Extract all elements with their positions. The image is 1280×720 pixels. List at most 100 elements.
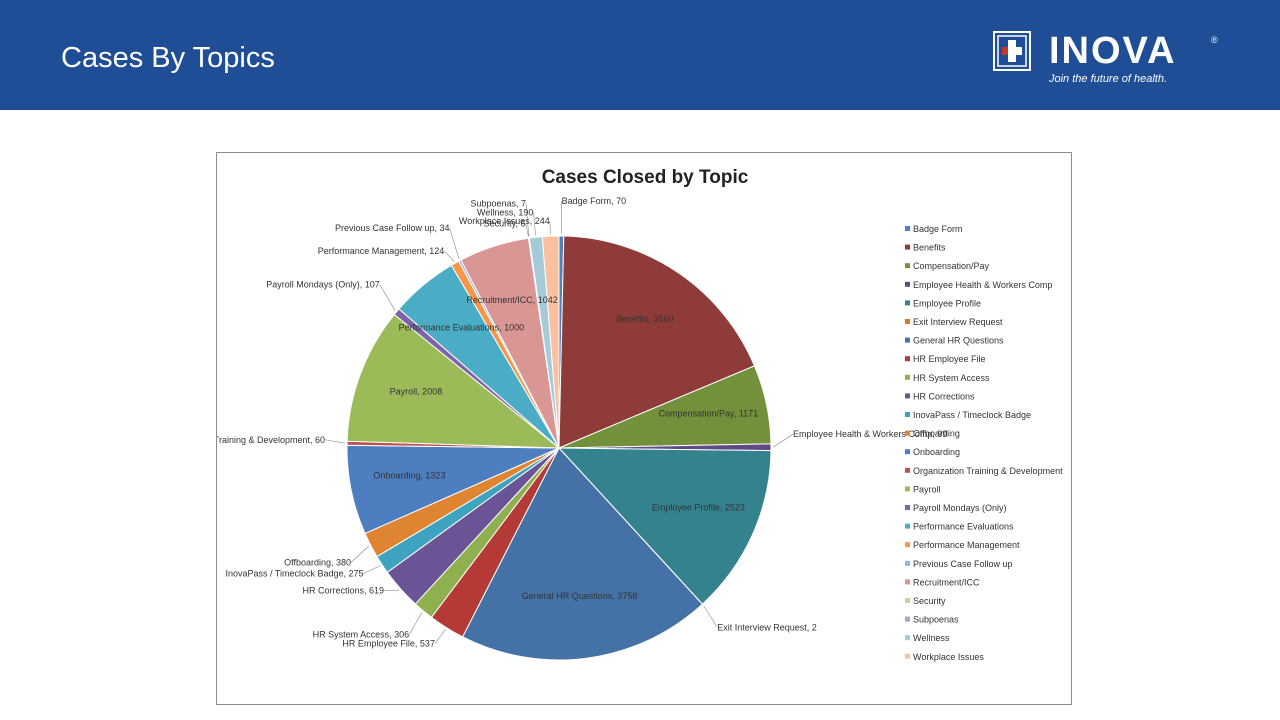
legend-entry-workplace-issues: Workplace Issues	[913, 652, 984, 662]
data-label-onboarding: Onboarding, 1323	[373, 470, 445, 480]
leader-line-performance-management	[444, 250, 455, 262]
registered-mark-icon: ®	[1211, 35, 1218, 45]
legend-entry-performance-management: Performance Management	[913, 540, 1020, 550]
data-label-hr-corrections: HR Corrections, 619	[303, 585, 385, 595]
legend-entry-offboarding: Offboarding	[913, 429, 960, 439]
legend-swatch-subpoenas	[905, 616, 910, 622]
legend-entry-badge-form: Badge Form	[913, 224, 963, 234]
data-labels: Badge Form, 70 Benefits, 3560 Compensation…	[217, 196, 947, 648]
legend-entry-wellness: Wellness	[913, 633, 950, 643]
legend-entry-subpoenas: Subpoenas	[913, 615, 959, 625]
data-label-hr-employee-file: HR Employee File, 537	[342, 638, 435, 648]
slide-title: Cases By Topics	[61, 42, 275, 74]
legend-swatch-hr-employee-file	[905, 356, 910, 362]
legend-swatch-general-hr-questions	[905, 337, 910, 343]
legend-entry-inovapass-timeclock-badge: InovaPass / Timeclock Badge	[913, 410, 1031, 420]
legend-swatch-hr-system-access	[905, 374, 910, 380]
legend-entry-general-hr-questions: General HR Questions	[913, 336, 1004, 346]
leader-line-inovapass-timeclock-badge	[363, 565, 381, 574]
leader-line-offboarding	[350, 545, 370, 563]
leader-line-previous-case-follow-up	[449, 228, 460, 259]
legend-entry-onboarding: Onboarding	[913, 447, 960, 457]
legend-entry-exit-interview-request: Exit Interview Request	[913, 317, 1003, 327]
legend-swatch-inovapass-timeclock-badge	[905, 412, 910, 417]
inova-cross-icon	[993, 31, 1031, 71]
legend-swatch-compensation-pay	[905, 263, 910, 269]
legend-entry-payroll-mondays-only: Payroll Mondays (Only)	[913, 503, 1007, 513]
pie-slice-employee-profile	[557, 447, 772, 605]
leader-line-organization-training-development	[325, 439, 346, 444]
data-label-exit-interview-request: Exit Interview Request, 2	[717, 622, 817, 632]
data-label-benefits: Benefits, 3560	[616, 314, 674, 324]
legend-swatch-performance-management	[905, 542, 910, 548]
legend-swatch-exit-interview-request	[905, 319, 910, 324]
legend-swatch-recruitment-icc	[905, 579, 910, 585]
data-label-recruitment-icc: Recruitment/ICC, 1042	[466, 295, 558, 305]
data-label-hr-system-access: HR System Access, 306	[313, 630, 410, 640]
leader-line-payroll-mondays-only	[379, 284, 396, 311]
data-label-offboarding: Offboarding, 380	[284, 557, 351, 567]
data-label-employee-profile: Employee Profile, 2523	[652, 502, 745, 512]
legend-entry-hr-employee-file: HR Employee File	[913, 354, 986, 364]
leader-line-hr-employee-file	[434, 629, 446, 644]
inova-logo: INOVA ® Join the future of health.	[993, 31, 1223, 91]
pie-slices	[346, 235, 772, 661]
legend-swatch-employee-profile	[905, 300, 910, 306]
leader-line-workplace-issues	[549, 221, 551, 235]
legend-entry-benefits: Benefits	[913, 243, 946, 253]
legend-entry-organization-training-development: Organization Training & Development	[913, 466, 1063, 476]
legend-entry-hr-corrections: HR Corrections	[913, 391, 975, 401]
data-label-compensation-pay: Compensation/Pay, 1171	[658, 408, 758, 418]
data-label-organization-training-development: Organization Training & Development, 60	[217, 435, 325, 445]
legend-swatch-payroll	[905, 486, 910, 492]
data-label-performance-management: Performance Management, 124	[318, 246, 445, 256]
legend-entry-recruitment-icc: Recruitment/ICC	[913, 577, 980, 587]
pie-slice-workplace-issues	[541, 235, 560, 449]
legend-swatch-performance-evaluations	[905, 523, 910, 529]
data-label-badge-form: Badge Form, 70	[562, 196, 627, 206]
legend-entry-employee-health-workers-comp: Employee Health & Workers Comp	[913, 280, 1052, 290]
legend-swatch-security	[905, 598, 910, 603]
logo-wordmark: INOVA	[1049, 30, 1177, 72]
pie-slice-benefits	[558, 235, 756, 449]
legend-entry-security: Security	[913, 596, 946, 606]
chart-title: Cases Closed by Topic	[542, 167, 749, 188]
data-label-subpoenas: Subpoenas, 7	[470, 198, 526, 208]
leader-line-wellness	[533, 212, 536, 236]
chart-frame: Cases Closed by Topic Badge Form, 70 Bene…	[216, 152, 1072, 705]
legend-swatch-workplace-issues	[905, 653, 910, 659]
legend-swatch-badge-form	[905, 226, 910, 231]
data-label-payroll-mondays-only: Payroll Mondays (Only), 107	[266, 280, 380, 290]
legend-swatch-benefits	[905, 244, 910, 250]
legend-swatch-previous-case-follow-up	[905, 560, 910, 566]
chart-legend: Badge Form Benefits Compensation/Pay Employ…	[905, 224, 1063, 662]
leader-line-security	[525, 223, 529, 237]
legend-entry-hr-system-access: HR System Access	[913, 373, 990, 383]
data-label-previous-case-follow-up: Previous Case Follow up, 34	[335, 223, 450, 233]
leader-line-subpoenas	[525, 203, 530, 237]
legend-swatch-payroll-mondays-only	[905, 505, 910, 510]
leader-line-hr-system-access	[408, 612, 423, 635]
legend-entry-payroll: Payroll	[913, 484, 941, 494]
data-label-general-hr-questions: General HR Questions, 3758	[522, 591, 638, 601]
legend-entry-performance-evaluations: Performance Evaluations	[913, 522, 1014, 532]
pie-slice-general-hr-questions	[461, 447, 704, 661]
logo-tagline: Join the future of health.	[1049, 73, 1168, 85]
slide-header: Cases By Topics INOVA ® Join the future …	[0, 0, 1280, 110]
legend-entry-employee-profile: Employee Profile	[913, 298, 981, 308]
legend-swatch-organization-training-development	[905, 467, 910, 473]
data-label-wellness: Wellness, 190	[477, 207, 533, 217]
data-label-inovapass-timeclock-badge: InovaPass / Timeclock Badge, 275	[225, 569, 363, 579]
legend-entry-compensation-pay: Compensation/Pay	[913, 261, 990, 271]
legend-entry-previous-case-follow-up: Previous Case Follow up	[913, 559, 1013, 569]
pie-chart: Cases Closed by Topic Badge Form, 70 Bene…	[217, 167, 1063, 662]
pie-slice-payroll	[346, 313, 561, 449]
leader-line-employee-health-workers-comp	[772, 433, 794, 448]
legend-swatch-employee-health-workers-comp	[905, 281, 910, 287]
legend-swatch-wellness	[905, 635, 910, 641]
leader-line-exit-interview-request	[703, 605, 718, 628]
legend-swatch-offboarding	[905, 430, 910, 436]
data-label-security: Security, 6	[484, 218, 526, 228]
legend-swatch-onboarding	[905, 449, 910, 455]
data-label-workplace-issues: Workplace Issues, 244	[459, 216, 550, 226]
